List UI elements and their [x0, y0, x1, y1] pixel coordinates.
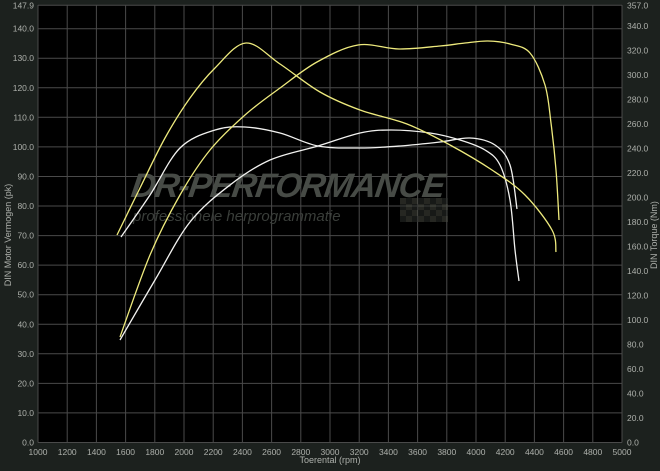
svg-text:120.0: 120.0: [627, 291, 649, 301]
svg-text:Toerental (rpm): Toerental (rpm): [299, 455, 360, 465]
svg-text:40.0: 40.0: [627, 389, 644, 399]
svg-text:320.0: 320.0: [627, 46, 649, 56]
svg-text:200.0: 200.0: [627, 193, 649, 203]
svg-text:357.0: 357.0: [627, 0, 649, 10]
svg-text:140.0: 140.0: [13, 24, 35, 34]
svg-text:70.0: 70.0: [17, 231, 34, 241]
svg-text:130.0: 130.0: [13, 53, 35, 63]
svg-text:3400: 3400: [379, 447, 398, 457]
svg-text:240.0: 240.0: [627, 144, 649, 154]
svg-text:60.0: 60.0: [627, 364, 644, 374]
svg-text:DIN Torque (Nm): DIN Torque (Nm): [649, 201, 659, 269]
svg-text:10.0: 10.0: [17, 408, 34, 418]
svg-text:1000: 1000: [29, 447, 48, 457]
svg-text:110.0: 110.0: [13, 112, 34, 122]
svg-text:0.0: 0.0: [627, 438, 639, 448]
svg-text:20.0: 20.0: [627, 413, 644, 423]
svg-text:5000: 5000: [613, 447, 632, 457]
svg-text:3600: 3600: [408, 447, 427, 457]
svg-text:50.0: 50.0: [17, 290, 34, 300]
svg-text:2000: 2000: [175, 447, 194, 457]
svg-text:260.0: 260.0: [627, 119, 649, 129]
svg-text:160.0: 160.0: [627, 242, 649, 252]
svg-text:2200: 2200: [204, 447, 223, 457]
svg-text:280.0: 280.0: [627, 95, 649, 105]
svg-text:80.0: 80.0: [627, 340, 644, 350]
svg-text:90.0: 90.0: [17, 172, 34, 182]
svg-text:4600: 4600: [554, 447, 573, 457]
svg-text:340.0: 340.0: [627, 21, 649, 31]
svg-text:2600: 2600: [262, 447, 281, 457]
svg-text:1400: 1400: [87, 447, 106, 457]
svg-text:professionele herprogrammatie: professionele herprogrammatie: [132, 208, 341, 225]
svg-text:300.0: 300.0: [627, 70, 649, 80]
svg-text:4000: 4000: [467, 447, 486, 457]
svg-text:1200: 1200: [58, 447, 77, 457]
svg-text:30.0: 30.0: [17, 349, 34, 359]
svg-text:4200: 4200: [496, 447, 515, 457]
svg-text:1600: 1600: [116, 447, 135, 457]
svg-text:3800: 3800: [437, 447, 456, 457]
svg-text:20.0: 20.0: [17, 378, 34, 388]
svg-text:2400: 2400: [233, 447, 252, 457]
svg-text:100.0: 100.0: [627, 315, 649, 325]
svg-text:220.0: 220.0: [627, 168, 649, 178]
svg-text:4800: 4800: [583, 447, 602, 457]
svg-text:60.0: 60.0: [17, 260, 34, 270]
svg-text:120.0: 120.0: [13, 83, 35, 93]
svg-text:40.0: 40.0: [17, 319, 34, 329]
svg-text:DIN Motor Vermogen (pk): DIN Motor Vermogen (pk): [3, 184, 13, 287]
svg-text:80.0: 80.0: [17, 201, 34, 211]
svg-text:1800: 1800: [145, 447, 164, 457]
svg-text:147.9: 147.9: [13, 0, 35, 10]
svg-text:4400: 4400: [525, 447, 544, 457]
svg-text:180.0: 180.0: [627, 217, 649, 227]
svg-text:100.0: 100.0: [13, 142, 35, 152]
svg-text:0.0: 0.0: [22, 438, 34, 448]
svg-text:140.0: 140.0: [627, 266, 649, 276]
